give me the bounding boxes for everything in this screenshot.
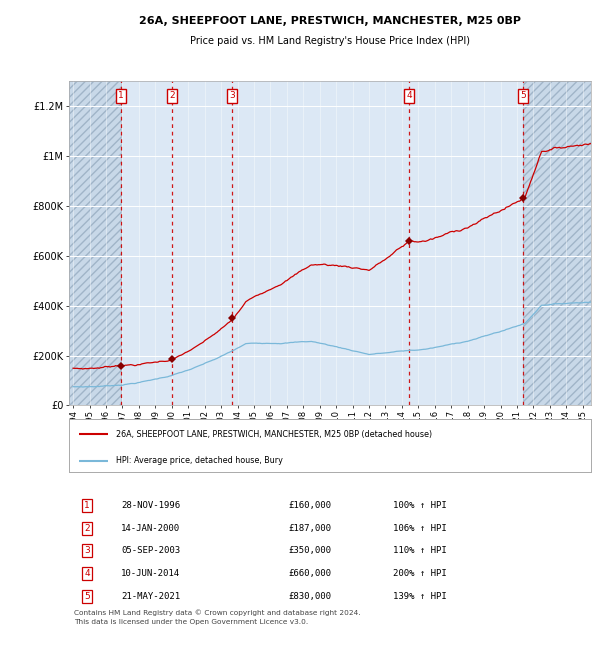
Text: 26A, SHEEPFOOT LANE, PRESTWICH, MANCHESTER, M25 0BP (detached house): 26A, SHEEPFOOT LANE, PRESTWICH, MANCHEST… xyxy=(116,430,432,439)
Bar xyxy=(523,81,591,406)
Text: 3: 3 xyxy=(229,92,235,100)
Text: 2: 2 xyxy=(170,92,175,100)
Text: 5: 5 xyxy=(520,92,526,100)
Text: 5: 5 xyxy=(85,592,90,601)
Text: 200% ↑ HPI: 200% ↑ HPI xyxy=(392,569,446,578)
Text: 10-JUN-2014: 10-JUN-2014 xyxy=(121,569,181,578)
Text: 1: 1 xyxy=(118,92,124,100)
Text: Price paid vs. HM Land Registry's House Price Index (HPI): Price paid vs. HM Land Registry's House … xyxy=(190,36,470,46)
Bar xyxy=(523,81,591,406)
Bar xyxy=(69,81,121,406)
Text: 4: 4 xyxy=(85,569,90,578)
Text: 28-NOV-1996: 28-NOV-1996 xyxy=(121,500,181,510)
Text: 14-JAN-2000: 14-JAN-2000 xyxy=(121,523,181,532)
Text: 139% ↑ HPI: 139% ↑ HPI xyxy=(392,592,446,601)
Text: £830,000: £830,000 xyxy=(288,592,331,601)
Text: 106% ↑ HPI: 106% ↑ HPI xyxy=(392,523,446,532)
Text: £187,000: £187,000 xyxy=(288,523,331,532)
Text: 05-SEP-2003: 05-SEP-2003 xyxy=(121,547,181,555)
Text: 4: 4 xyxy=(406,92,412,100)
Text: 100% ↑ HPI: 100% ↑ HPI xyxy=(392,500,446,510)
Text: 1: 1 xyxy=(85,500,90,510)
Text: £160,000: £160,000 xyxy=(288,500,331,510)
Text: £660,000: £660,000 xyxy=(288,569,331,578)
Text: HPI: Average price, detached house, Bury: HPI: Average price, detached house, Bury xyxy=(116,456,283,465)
Text: 2: 2 xyxy=(85,523,90,532)
Text: 3: 3 xyxy=(85,547,90,555)
Text: £350,000: £350,000 xyxy=(288,547,331,555)
Text: Contains HM Land Registry data © Crown copyright and database right 2024.
This d: Contains HM Land Registry data © Crown c… xyxy=(74,610,361,625)
Text: 21-MAY-2021: 21-MAY-2021 xyxy=(121,592,181,601)
Text: 110% ↑ HPI: 110% ↑ HPI xyxy=(392,547,446,555)
Bar xyxy=(69,81,121,406)
Text: 26A, SHEEPFOOT LANE, PRESTWICH, MANCHESTER, M25 0BP: 26A, SHEEPFOOT LANE, PRESTWICH, MANCHEST… xyxy=(139,16,521,26)
